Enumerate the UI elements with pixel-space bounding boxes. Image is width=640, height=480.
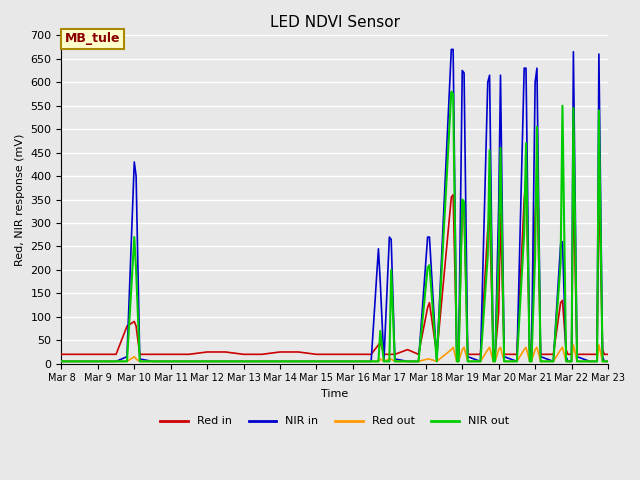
Y-axis label: Red, NIR response (mV): Red, NIR response (mV) <box>15 133 25 266</box>
Text: MB_tule: MB_tule <box>65 32 120 46</box>
X-axis label: Time: Time <box>321 389 348 399</box>
Title: LED NDVI Sensor: LED NDVI Sensor <box>269 15 400 30</box>
Legend: Red in, NIR in, Red out, NIR out: Red in, NIR in, Red out, NIR out <box>156 412 514 431</box>
